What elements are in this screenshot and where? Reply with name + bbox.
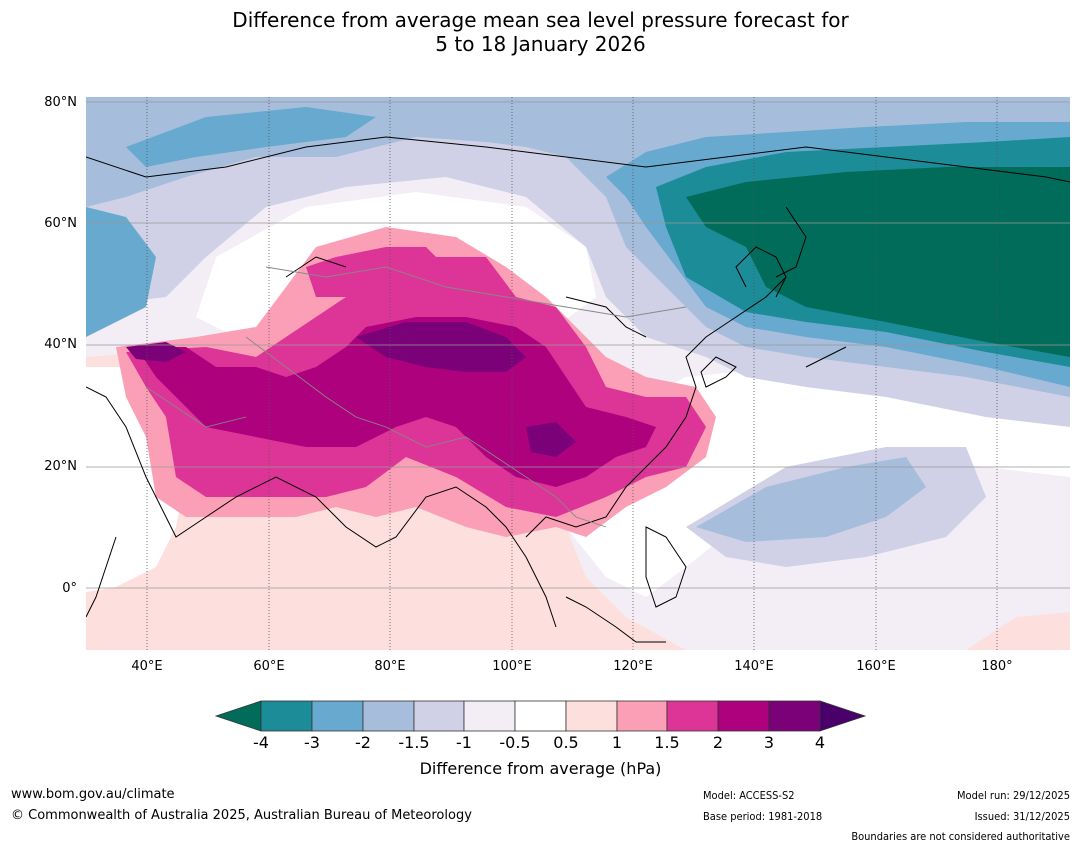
- colorbar-bin-neutral: [514, 700, 567, 732]
- lat-label-80n: 80°N: [44, 95, 77, 110]
- colorbar-tick-neg4: -4: [253, 733, 269, 752]
- lat-label-20n: 20°N: [44, 459, 77, 474]
- footer-issued: Issued: 31/12/2025: [974, 810, 1070, 823]
- colorbar-bin-05-1: [565, 700, 618, 732]
- anomaly-purple-3-small: [526, 422, 576, 457]
- lon-label-160e: 160°E: [856, 659, 896, 674]
- colorbar-bin-15-2: [666, 700, 719, 732]
- lon-label-140e: 140°E: [734, 659, 774, 674]
- colorbar-bin-3-4: [768, 700, 821, 732]
- colorbar-tick-15: 1.5: [654, 733, 680, 752]
- anomaly-se-corner-light: [966, 612, 1070, 650]
- footer-base-period: Base period: 1981-2018: [703, 810, 823, 823]
- graticule-lat: [86, 101, 1070, 589]
- footer-copyright: © Commonwealth of Australia 2025, Austra…: [11, 808, 472, 823]
- pressure-anomaly-map: [86, 97, 1070, 650]
- map-title-line2: 5 to 18 January 2026: [435, 32, 646, 56]
- footer-website: www.bom.gov.au/climate: [11, 787, 175, 802]
- footer-model-run: Model run: 29/12/2025: [957, 789, 1070, 802]
- anomaly-purple-3-west: [126, 342, 186, 362]
- colorbar-tick-neg2: -2: [355, 733, 371, 752]
- lat-label-40n: 40°N: [44, 337, 77, 352]
- colorbar-tick-2: 2: [712, 733, 724, 752]
- colorbar-tick-3: 3: [763, 733, 775, 752]
- colorbar-bin-1-15: [616, 700, 668, 732]
- footer-disclaimer: Boundaries are not considered authoritat…: [851, 830, 1070, 843]
- colorbar-tick-neg3: -3: [304, 733, 320, 752]
- colorbar-bin-neg4-neg3: [260, 700, 313, 732]
- colorbar-extend-high: [819, 700, 867, 732]
- colorbar-bin-neg3-neg2: [311, 700, 364, 732]
- lat-label-60n: 60°N: [44, 216, 77, 231]
- map-title-line1: Difference from average mean sea level p…: [232, 8, 849, 32]
- anomaly-neg-4: [686, 167, 1070, 357]
- anomaly-purple-3: [356, 322, 526, 372]
- colorbar-tick-1: 1: [611, 733, 623, 752]
- colorbar-extend-low: [214, 700, 262, 732]
- country-borders: [145, 266, 687, 528]
- anomaly-neg-2-nw: [126, 107, 376, 167]
- lat-label-0: 0°: [62, 581, 77, 596]
- anomaly-neg-2-w: [86, 207, 156, 337]
- colorbar-bin-neg2-neg15: [362, 700, 415, 732]
- lon-label-40e: 40°E: [131, 659, 163, 674]
- lon-label-80e: 80°E: [374, 659, 406, 674]
- colorbar-tick-neg1: -1: [456, 733, 472, 752]
- colorbar-bin-neg15-neg1: [413, 700, 465, 732]
- anomaly-purple-2: [136, 317, 656, 487]
- lon-label-100e: 100°E: [492, 659, 532, 674]
- anomaly-magenta-15-north: [306, 247, 446, 297]
- lon-label-120e: 120°E: [613, 659, 653, 674]
- colorbar-segments: [214, 700, 867, 732]
- colorbar-tick-4: 4: [814, 733, 826, 752]
- colorbar-tick-neg15: -1.5: [398, 733, 430, 752]
- map-title: Difference from average mean sea level p…: [0, 8, 1081, 56]
- colorbar-bin-2-3: [717, 700, 770, 732]
- lon-label-180: 180°: [981, 659, 1013, 674]
- colorbar-tick-05: 0.5: [553, 733, 579, 752]
- lon-label-60e: 60°E: [253, 659, 285, 674]
- anomaly-neg-15-pacific: [696, 457, 926, 542]
- coastlines: [86, 136, 1070, 643]
- colorbar-tick-neg05: -0.5: [499, 733, 531, 752]
- footer-model: Model: ACCESS-S2: [703, 789, 795, 802]
- colorbar-title: Difference from average (hPa): [419, 759, 662, 778]
- graticule: [146, 97, 998, 650]
- colorbar-bin-neg1-neg05: [463, 700, 516, 732]
